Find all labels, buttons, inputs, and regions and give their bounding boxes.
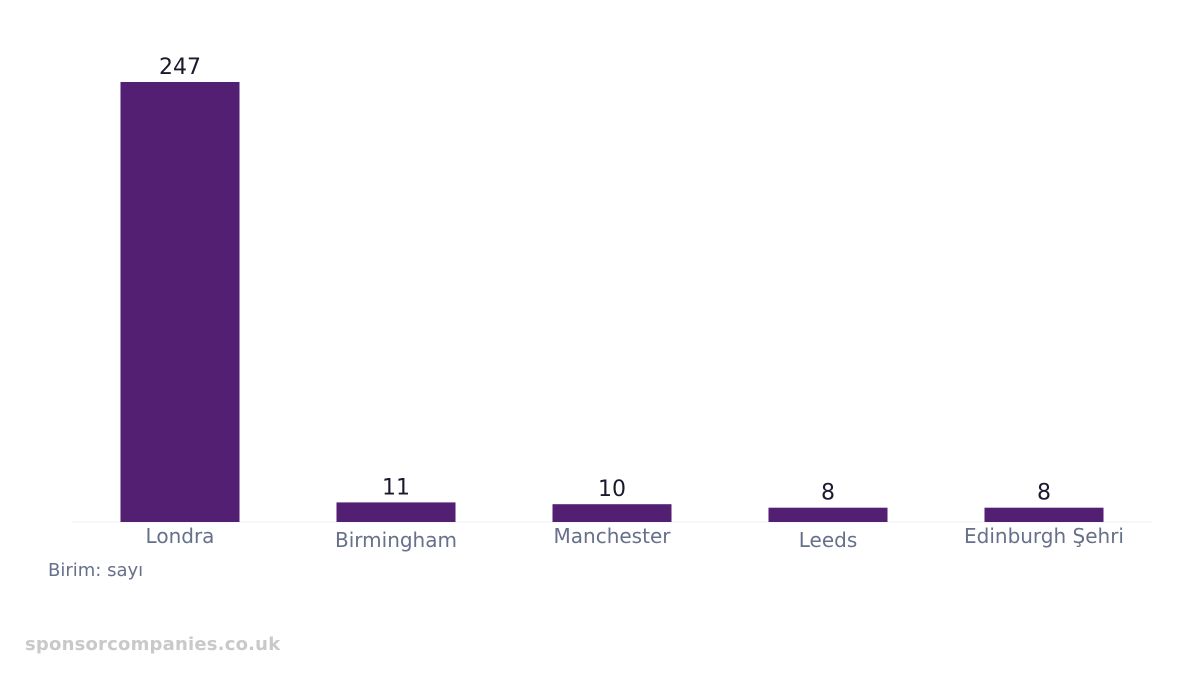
category-label: Edinburgh Şehri — [964, 524, 1124, 548]
bar-edinburgh-şehri — [984, 507, 1104, 522]
value-label: 8 — [821, 481, 835, 506]
value-label: 8 — [1037, 481, 1051, 506]
value-label: 11 — [382, 475, 410, 500]
value-labels-group: 247 11 10 8 8 — [159, 55, 1051, 506]
category-label: Leeds — [799, 528, 858, 552]
bar-leeds — [768, 507, 888, 522]
bar-birmingham — [336, 502, 456, 522]
value-label: 10 — [598, 477, 626, 502]
category-label: Londra — [146, 524, 215, 548]
category-label: Manchester — [554, 524, 672, 548]
category-label: Birmingham — [335, 528, 457, 552]
category-labels-group: Londra Birmingham Manchester Leeds Edinburgh… — [146, 524, 1124, 552]
bar-manchester — [552, 504, 672, 522]
watermark: sponsorcompanies.co.uk — [25, 634, 281, 655]
value-label: 247 — [159, 55, 201, 80]
unit-note: Birim: sayı — [48, 560, 144, 581]
bars-group — [120, 82, 1104, 522]
bar-londra — [120, 82, 240, 522]
